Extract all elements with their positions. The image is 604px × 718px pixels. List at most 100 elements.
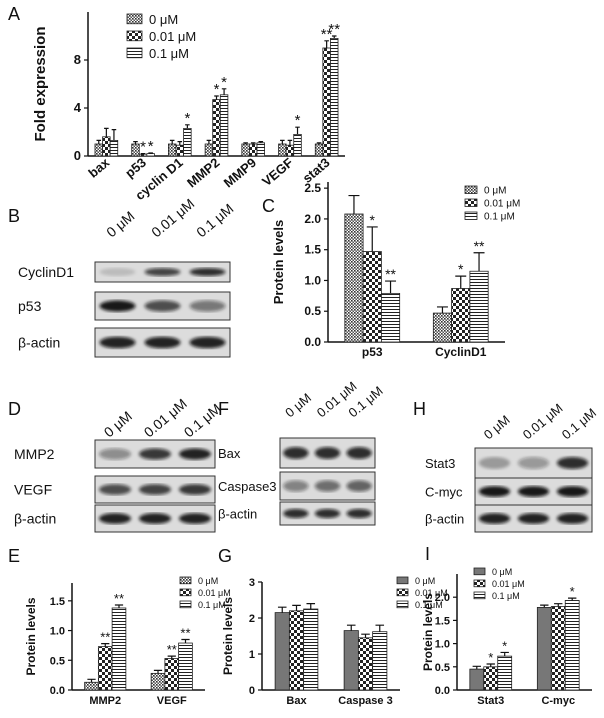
legend-swatch (126, 30, 143, 42)
blot-band (478, 486, 511, 497)
error-bar (277, 606, 287, 613)
error-bar (540, 604, 549, 608)
error-bar (214, 95, 219, 100)
error-bar (361, 633, 370, 638)
significance-marker: * (458, 261, 464, 277)
y-tick-label: 0.5 (50, 655, 65, 667)
y-axis-label: Protein levels (421, 593, 435, 671)
error-bar (295, 126, 300, 135)
bar (164, 658, 180, 691)
blot-band (99, 448, 131, 460)
legend-label: 0 μM (492, 567, 512, 577)
error-bar (181, 638, 190, 644)
significance-marker: * (570, 584, 575, 599)
bar (109, 139, 119, 157)
lane-label: 0.1 μM (193, 200, 236, 240)
significance-marker: ** (167, 642, 177, 657)
significance-marker: * (295, 112, 301, 129)
bar (278, 143, 287, 157)
error-bar (346, 624, 356, 631)
bar (380, 292, 401, 343)
error-bar (436, 306, 448, 314)
significance-marker: * (184, 110, 190, 127)
error-bar (258, 141, 264, 143)
panel-letter: E (8, 546, 20, 566)
legend-swatch (396, 576, 409, 585)
legend-label: 0.01 μM (484, 199, 520, 210)
blot-band (139, 448, 171, 460)
blot-row-label: MMP2 (14, 446, 55, 462)
error-bar (331, 35, 337, 39)
bar (168, 143, 177, 157)
error-bar (287, 139, 293, 146)
bar (274, 612, 290, 691)
error-bar (292, 604, 301, 611)
blot-band (556, 457, 589, 469)
error-bar (96, 139, 102, 144)
x-tick-label: p53 (122, 155, 149, 181)
blot-band (478, 513, 511, 524)
legend-swatch (464, 211, 478, 220)
significance-marker: * (488, 650, 493, 665)
legend-label: 0.01 μM (198, 588, 231, 598)
error-bar (250, 142, 256, 144)
legend-swatch (396, 600, 409, 609)
legend-label: 0.01 μM (415, 588, 448, 598)
x-tick-label: MMP2 (89, 695, 121, 707)
significance-marker: * (214, 81, 220, 98)
significance-marker: * (148, 138, 154, 155)
significance-marker: ** (385, 266, 396, 282)
y-tick-label: 0.0 (435, 685, 450, 697)
blot-row-label: C-myc (425, 485, 463, 500)
legend-label: 0 μM (198, 576, 218, 586)
blot-band (99, 268, 136, 276)
lane-label: 0.01 μM (520, 400, 566, 442)
blot-band (283, 508, 309, 519)
bar (322, 47, 331, 157)
x-tick-label: Stat3 (477, 695, 504, 707)
error-bar (133, 141, 138, 144)
x-tick-label: MMP2 (184, 155, 222, 191)
bar (550, 606, 566, 691)
y-tick-label: 2 (249, 613, 255, 625)
bar (175, 144, 184, 157)
error-bar (554, 603, 563, 607)
x-tick-label: p53 (362, 345, 383, 359)
error-bar (169, 139, 175, 144)
blot-row-label: p53 (18, 298, 42, 314)
legend-label: 0.1 μM (198, 600, 226, 610)
panel-letter: H (413, 399, 426, 419)
legend-swatch (464, 198, 478, 207)
y-tick-label: 0.0 (304, 335, 321, 349)
y-tick-label: 4 (74, 100, 82, 115)
blot-band (517, 457, 550, 469)
x-tick-label: VEGF (157, 695, 187, 707)
error-bar (104, 127, 109, 137)
panel-letter: C (262, 196, 275, 216)
error-bar (280, 139, 285, 144)
bar (357, 637, 374, 691)
blot-band (179, 484, 211, 495)
significance-marker: ** (328, 21, 340, 38)
blot-row-label: β-actin (14, 511, 56, 527)
bar (451, 288, 471, 343)
significance-marker: ** (474, 238, 485, 254)
bar (469, 270, 489, 343)
y-tick-label: 1.0 (50, 626, 65, 638)
error-bar (101, 643, 110, 647)
x-tick-label: MMP9 (221, 155, 259, 191)
legend-swatch (126, 13, 143, 25)
lane-label: 0 μM (103, 208, 137, 240)
lane-label: 0 μM (101, 408, 135, 440)
error-bar (243, 142, 248, 144)
bar (362, 251, 382, 343)
blot-band (314, 508, 341, 519)
significance-marker: ** (321, 26, 333, 43)
y-axis-label: Protein levels (271, 220, 286, 305)
bar (204, 143, 214, 157)
bar (256, 142, 265, 157)
legend-label: 0.1 μM (492, 591, 520, 601)
bar (372, 631, 388, 691)
error-bar (375, 624, 385, 632)
